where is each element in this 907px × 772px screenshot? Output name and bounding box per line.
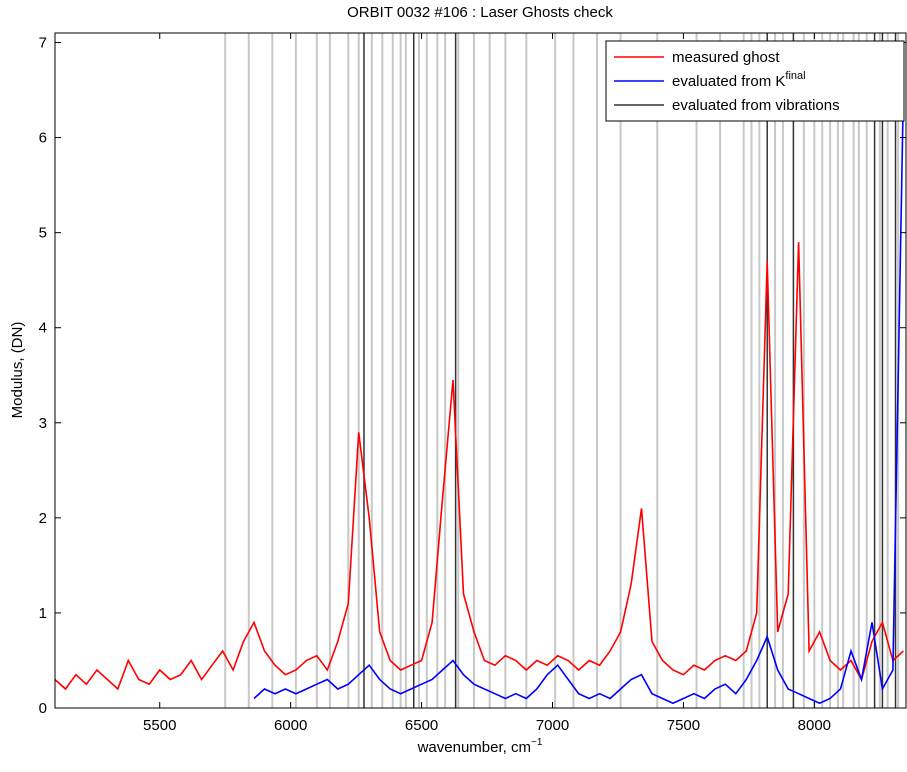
legend-label-text: measured ghost <box>672 49 780 66</box>
chart-title: ORBIT 0032 #106 : Laser Ghosts check <box>347 4 613 21</box>
y-tick-label: 4 <box>39 320 47 337</box>
x-tick-label: 6000 <box>274 717 307 734</box>
legend-label-text: evaluated from K <box>672 73 785 90</box>
legend-label-sup: final <box>785 70 805 82</box>
series-line <box>253 89 905 705</box>
x-tick-label: 5500 <box>143 717 176 734</box>
y-tick-label: 2 <box>39 510 47 527</box>
y-tick-label: 1 <box>39 605 47 622</box>
plot-frame <box>54 32 907 709</box>
x-tick-label: 6500 <box>405 717 438 734</box>
y-tick-label: 5 <box>39 225 47 242</box>
y-tick-label: 7 <box>39 35 47 52</box>
y-axis-label: Modulus, (DN) <box>9 322 26 419</box>
x-tick-label: 7500 <box>667 717 700 734</box>
x-tick-label: 8000 <box>798 717 831 734</box>
legend-label: evaluated from Kfinal <box>672 70 806 90</box>
legend-label-text: evaluated from vibrations <box>672 97 840 114</box>
y-tick-label: 0 <box>39 700 47 717</box>
y-tick-label: 3 <box>39 415 47 432</box>
x-axis-label-text: wavenumber, cm <box>417 739 531 756</box>
series-line <box>54 242 904 691</box>
x-tick-label: 7000 <box>536 717 569 734</box>
x-axis-label-sup: −1 <box>531 737 543 748</box>
x-axis-label: wavenumber, cm−1 <box>417 737 543 756</box>
legend-label: measured ghost <box>672 49 780 66</box>
y-tick-label: 6 <box>39 130 47 147</box>
legend-label: evaluated from vibrations <box>672 97 840 114</box>
